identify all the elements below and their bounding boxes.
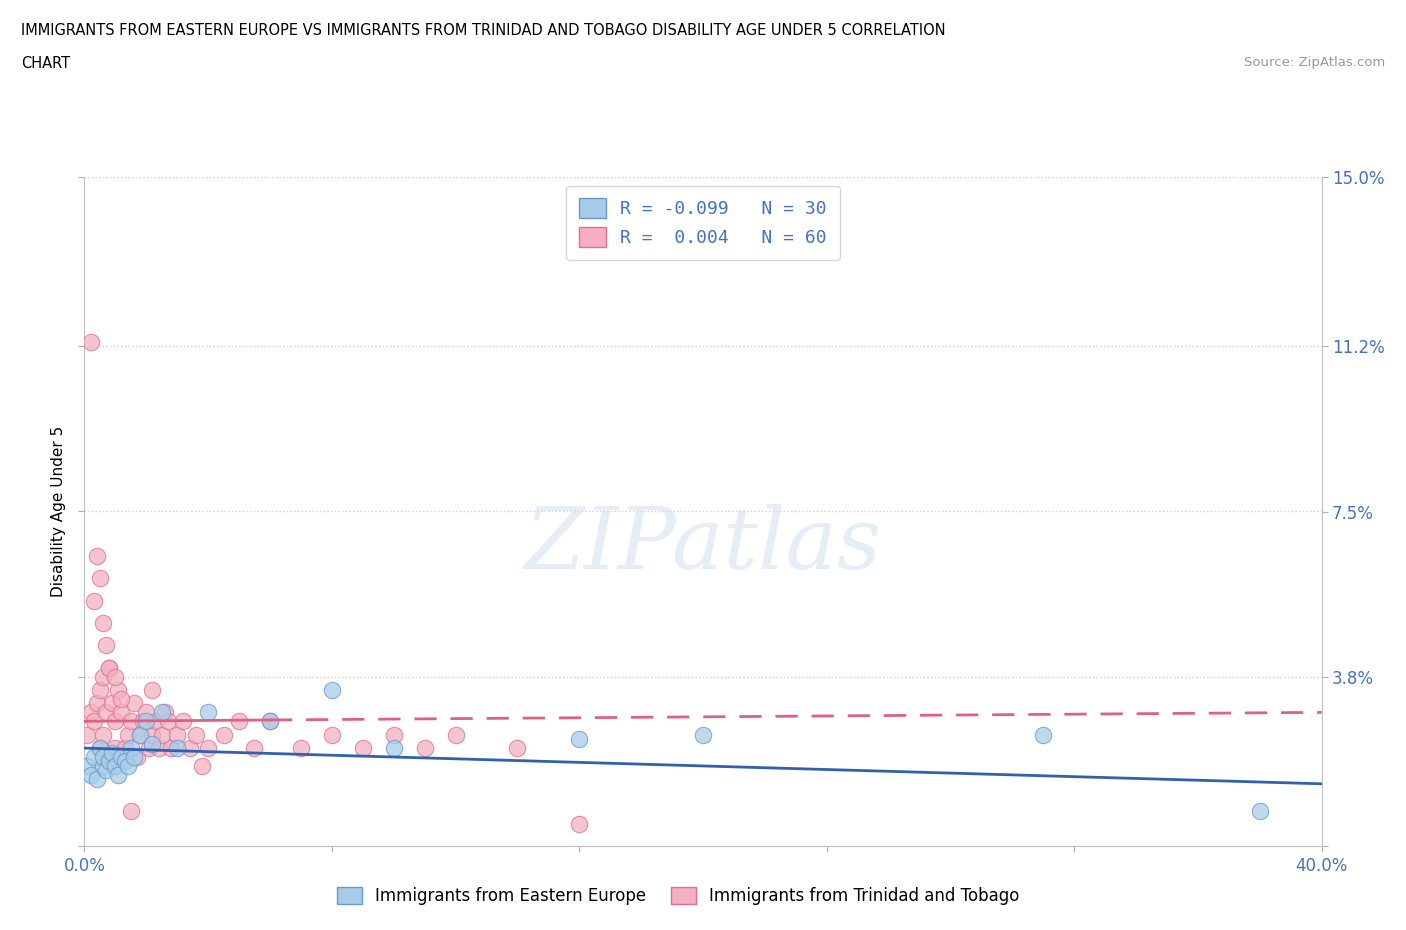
Point xyxy=(444,727,467,742)
Text: IMMIGRANTS FROM EASTERN EUROPE VS IMMIGRANTS FROM TRINIDAD AND TOBAGO DISABILITY: IMMIGRANTS FROM EASTERN EUROPE VS IMMIGR… xyxy=(21,23,946,38)
Point xyxy=(76,727,98,742)
Point xyxy=(145,714,167,729)
Point xyxy=(104,740,127,755)
Point xyxy=(243,740,266,755)
Point xyxy=(89,740,111,755)
Point xyxy=(89,683,111,698)
Point xyxy=(191,759,214,774)
Point xyxy=(413,740,436,755)
Point xyxy=(184,727,207,742)
Point xyxy=(114,740,136,755)
Point xyxy=(120,714,142,729)
Point xyxy=(506,740,529,755)
Point xyxy=(117,727,139,742)
Point xyxy=(568,732,591,747)
Point xyxy=(86,772,108,787)
Point xyxy=(135,714,157,729)
Point xyxy=(98,754,121,769)
Point xyxy=(153,705,176,720)
Point xyxy=(104,714,127,729)
Point xyxy=(79,767,101,782)
Point xyxy=(148,740,170,755)
Point xyxy=(107,683,129,698)
Point xyxy=(179,740,201,755)
Point xyxy=(94,763,117,777)
Point xyxy=(83,593,105,608)
Point xyxy=(107,767,129,782)
Y-axis label: Disability Age Under 5: Disability Age Under 5 xyxy=(51,426,66,597)
Point xyxy=(83,714,105,729)
Point xyxy=(156,714,179,729)
Text: Source: ZipAtlas.com: Source: ZipAtlas.com xyxy=(1244,56,1385,69)
Point xyxy=(101,745,124,760)
Point xyxy=(228,714,250,729)
Point xyxy=(89,740,111,755)
Point xyxy=(86,549,108,564)
Point xyxy=(290,740,312,755)
Point xyxy=(321,683,343,698)
Point xyxy=(91,670,114,684)
Point xyxy=(114,754,136,769)
Point xyxy=(76,759,98,774)
Text: ZIPatlas: ZIPatlas xyxy=(524,504,882,586)
Point xyxy=(94,638,117,653)
Point xyxy=(382,727,405,742)
Point xyxy=(120,804,142,818)
Point xyxy=(120,740,142,755)
Point xyxy=(110,692,132,707)
Point xyxy=(568,817,591,831)
Point xyxy=(91,759,114,774)
Point xyxy=(138,740,160,755)
Point xyxy=(197,705,219,720)
Point xyxy=(104,759,127,774)
Point xyxy=(172,714,194,729)
Point xyxy=(352,740,374,755)
Point xyxy=(110,705,132,720)
Point xyxy=(91,616,114,631)
Point xyxy=(135,705,157,720)
Point xyxy=(86,696,108,711)
Point xyxy=(692,727,714,742)
Point xyxy=(259,714,281,729)
Point xyxy=(382,740,405,755)
Text: CHART: CHART xyxy=(21,56,70,71)
Point xyxy=(1249,804,1271,818)
Point xyxy=(1032,727,1054,742)
Point xyxy=(110,750,132,764)
Point xyxy=(122,750,145,764)
Point xyxy=(94,705,117,720)
Point xyxy=(141,737,163,751)
Point xyxy=(125,750,148,764)
Point xyxy=(197,740,219,755)
Point xyxy=(212,727,235,742)
Point xyxy=(91,727,114,742)
Point xyxy=(101,696,124,711)
Point xyxy=(98,660,121,675)
Point xyxy=(160,740,183,755)
Point xyxy=(79,705,101,720)
Point xyxy=(129,727,152,742)
Point xyxy=(129,727,152,742)
Point xyxy=(166,740,188,755)
Point xyxy=(132,714,155,729)
Point xyxy=(91,750,114,764)
Point xyxy=(166,727,188,742)
Point xyxy=(79,335,101,350)
Point xyxy=(321,727,343,742)
Point xyxy=(259,714,281,729)
Point xyxy=(89,571,111,586)
Point xyxy=(104,670,127,684)
Point xyxy=(141,727,163,742)
Point xyxy=(150,705,173,720)
Point xyxy=(150,727,173,742)
Point xyxy=(98,660,121,675)
Point xyxy=(141,683,163,698)
Point xyxy=(83,750,105,764)
Legend: Immigrants from Eastern Europe, Immigrants from Trinidad and Tobago: Immigrants from Eastern Europe, Immigran… xyxy=(330,880,1026,911)
Point xyxy=(117,759,139,774)
Point xyxy=(122,696,145,711)
